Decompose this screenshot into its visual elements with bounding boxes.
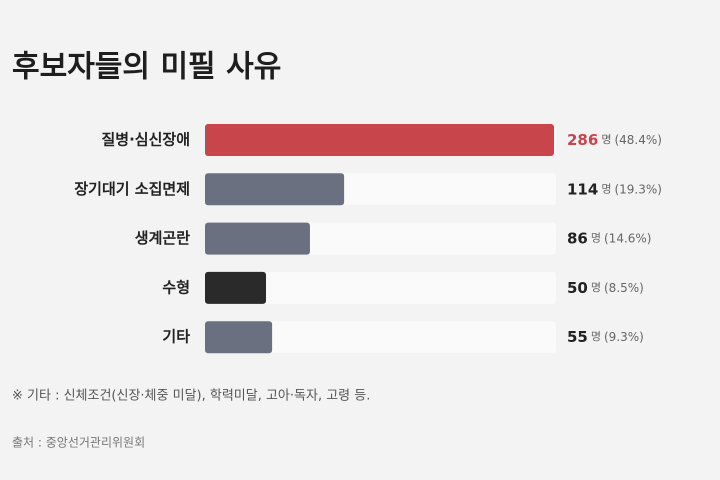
category-label: 수형 [162,278,190,296]
value-label-group: 50 명 (8.5%) [567,278,644,296]
unit-label: 명 [591,281,601,294]
value-label: 50 [567,278,588,296]
unit-label: 명 [591,330,601,343]
value-label: 55 [567,328,588,346]
unit-label: 명 [601,133,611,146]
bar [205,124,554,156]
value-label-group: 86 명 (14.6%) [567,229,651,247]
unit-label: 명 [591,232,601,245]
percent-label: (48.4%) [614,133,661,147]
bar [205,321,273,354]
bar [205,271,267,304]
category-label: 장기대기 소집면제 [74,180,190,198]
category-label: 질병·심신장애 [102,131,191,149]
unit-label: 명 [601,182,611,195]
bar [205,222,310,255]
value-label: 286 [567,131,598,149]
value-label: 86 [567,229,588,247]
percent-label: (8.5%) [604,280,644,294]
value-label-group: 114 명 (19.3%) [567,180,662,198]
percent-label: (9.3%) [604,330,644,344]
bar-track [205,321,556,354]
percent-label: (14.6%) [604,231,651,245]
chart-title: 후보자들의 미필 사유 [12,50,281,85]
value-label: 114 [567,180,598,198]
bar [205,173,345,206]
category-label: 생계곤란 [135,229,190,247]
value-label-group: 55 명 (9.3%) [567,328,644,346]
note: ※ 기타 : 신체조건(신장·체중 미달), 학력미달, 고아·독자, 고령 등… [12,389,370,404]
percent-label: (19.3%) [614,182,661,196]
value-label-group: 286 명 (48.4%) [567,131,662,149]
category-label: 기타 [162,328,190,346]
source: 출처 : 중앙선거관리위원회 [12,436,145,450]
bar-track [205,271,556,304]
